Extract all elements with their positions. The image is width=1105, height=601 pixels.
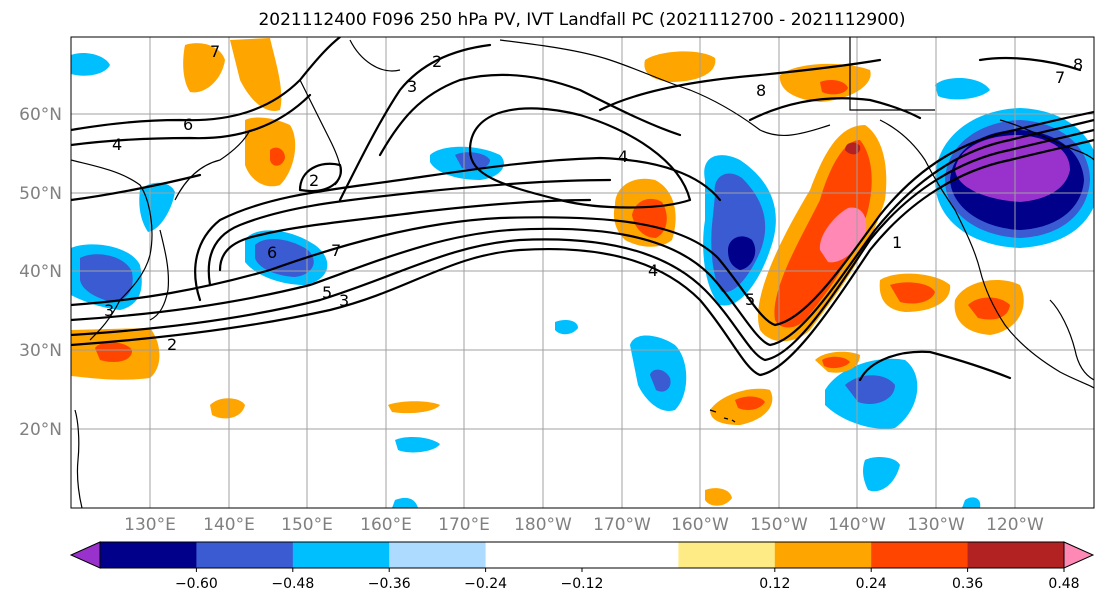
colorbar-segment [871,542,969,568]
positive-shading [890,282,935,304]
latitude-labels: 60°N 50°N 40°N 30°N 20°N [19,105,62,440]
contour-label: 1 [892,233,902,252]
colorbar-tick-label: 0.36 [952,576,983,592]
contour-label: 6 [183,115,193,134]
contour-label: 8 [1073,55,1083,74]
negative-shading [255,238,314,277]
colorbar-segment [196,542,294,568]
positive-shading [968,297,1010,320]
positive-shading [735,396,765,410]
colorbar-tick-label: −0.48 [271,576,314,592]
positive-shading [210,398,245,419]
colorbar-segment [485,542,583,568]
lon-label: 150°W [750,515,808,535]
contour-label: 6 [267,243,277,262]
contour-labels: 7 6 4 2 3 2 6 7 5 3 3 2 8 4 4 5 1 8 7 [104,42,1083,354]
negative-shading [395,436,440,453]
colorbar-segment [100,542,197,568]
lon-label: 140°E [203,515,255,535]
lon-label: 160°W [671,515,729,535]
negative-shading [650,369,671,392]
map-frame [70,36,1095,509]
contour-label: 5 [322,283,332,302]
colorbar-segment [967,542,1065,568]
colorbar-tick-label: 0.48 [1048,576,1079,592]
pv-contours [71,37,1094,382]
map-panel: 7 6 4 2 3 2 6 7 5 3 3 2 8 4 4 5 1 8 7 [70,36,1095,509]
lat-label: 30°N [19,341,62,361]
contour-label: 5 [745,290,755,309]
colorbar-segment [678,542,776,568]
negative-shading [728,236,756,270]
negative-shading [392,497,418,508]
positive-shading [822,356,850,369]
contour-label: 4 [112,135,122,154]
contour-label: 2 [167,335,177,354]
contour-label: 2 [309,171,319,190]
map-background [71,37,1094,508]
negative-shading [962,497,981,508]
lon-label: 170°W [593,515,651,535]
lon-label: 140°W [828,515,886,535]
lon-label: 130°E [124,515,176,535]
contour-label: 2 [432,52,442,71]
positive-shading [270,147,285,166]
negative-shading [711,173,766,293]
negative-shading [555,320,578,335]
colorbar-tick-label: −0.12 [561,576,604,592]
positive-shading [644,51,716,82]
contour-label: 7 [1055,68,1065,87]
lon-label: 130°W [907,515,965,535]
colorbar-tick-label: −0.36 [368,576,411,592]
contour-label: 3 [339,291,349,310]
positive-shading [845,142,861,155]
contour-label: 7 [331,241,341,260]
lon-label: 180°W [514,515,572,535]
negative-shading [80,254,133,302]
colorbar-segment [582,542,679,568]
lon-label: 120°W [986,515,1044,535]
positive-shading [388,401,440,414]
contour-label: 3 [407,77,417,96]
colorbar-tick-label: −0.60 [175,576,218,592]
positive-shading [95,342,133,362]
negative-shading [139,182,175,232]
lon-label: 150°E [281,515,333,535]
contour-label: 4 [618,147,628,166]
colorbar-tick-label: 0.24 [856,576,887,592]
colorbar-tick-label: −0.24 [464,576,507,592]
colorbar-ticks: −0.60 −0.48 −0.36 −0.24 −0.12 0.12 0.24 0.36 0.4… [175,568,1080,592]
contour-label: 7 [210,42,220,61]
colorbar-segment [389,542,487,568]
positive-shading [705,488,732,506]
lat-label: 50°N [19,184,62,204]
contour-label: 8 [756,81,766,100]
colorbar-lower-extension [69,541,101,569]
negative-shading [863,457,900,492]
longitude-labels: 130°E 140°E 150°E 160°E 170°E 180°W 170°… [124,515,1044,535]
colorbar-upper-extension [1063,541,1095,569]
lat-label: 20°N [19,420,62,440]
negative-shading [935,78,990,100]
contour-label: 3 [104,301,114,320]
figure-title: 2021112400 F096 250 hPa PV, IVT Landfall… [258,10,905,30]
colorbar-segments [100,542,1065,568]
positive-shading [820,80,848,95]
colorbar-tick-label: 0.12 [759,576,790,592]
lat-label: 40°N [19,262,62,282]
lat-label: 60°N [19,105,62,125]
colorbar-segment [292,542,390,568]
lon-label: 170°E [438,515,490,535]
positive-shading [183,43,225,93]
positive-shading [230,38,282,111]
negative-shading [71,53,110,76]
colorbar-segment [774,542,872,568]
contour-label: 4 [648,261,658,280]
lon-label: 160°E [360,515,412,535]
colorbar: −0.60 −0.48 −0.36 −0.24 −0.12 0.12 0.24 0.36 0.4… [69,541,1095,592]
positive-shading [774,140,872,328]
